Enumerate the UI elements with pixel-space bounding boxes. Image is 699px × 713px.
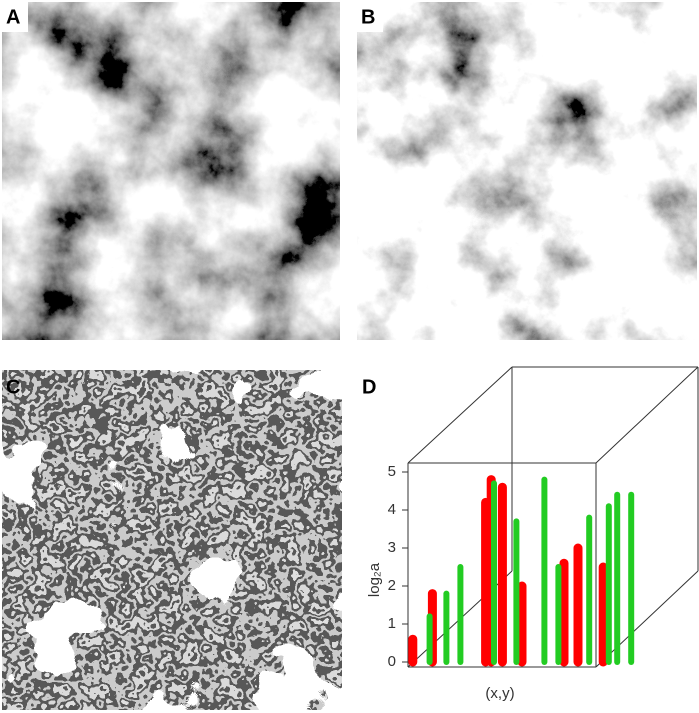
y-tick-label: 3: [388, 539, 396, 556]
y-tick-label: 5: [388, 463, 396, 480]
panel-label: D: [362, 376, 376, 398]
panel-label: C: [6, 376, 20, 398]
y-tick-label: 0: [388, 653, 396, 670]
label-bg: [357, 2, 383, 32]
panel-label: A: [6, 6, 20, 28]
y-tick-label: 2: [388, 577, 396, 594]
x-axis-label: (x,y): [485, 685, 514, 702]
y-axis-label: log₂a: [366, 562, 383, 597]
y-tick-label: 4: [388, 501, 396, 518]
y-tick-label: 1: [388, 615, 396, 632]
noise-image-b: [357, 2, 697, 340]
label-bg: [2, 2, 28, 32]
cluster-overlay: [2, 370, 342, 710]
panel-label: B: [361, 6, 375, 28]
noise-image-a: [2, 2, 340, 340]
plot-box: [407, 366, 699, 668]
